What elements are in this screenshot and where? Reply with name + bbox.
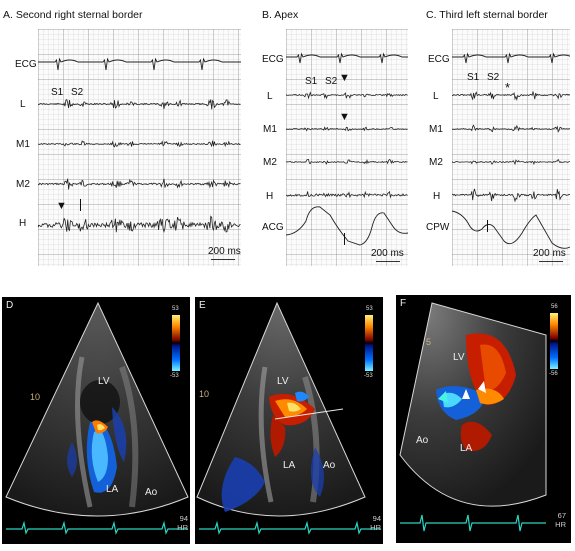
waveform-traces xyxy=(286,52,408,246)
panel-a-grid xyxy=(38,29,241,266)
panel-a-m2-label: M2 xyxy=(16,179,30,190)
panel-b-acg-trace xyxy=(286,206,408,246)
panel-a-title: A. Second right sternal border xyxy=(3,9,143,21)
panel-a-scale-label: 200 ms xyxy=(208,246,241,257)
panel-c-asterisk-marker: * xyxy=(505,80,511,95)
echo-f-lv-label: LV xyxy=(453,352,465,363)
echo-d-la-label: LA xyxy=(106,484,119,495)
panel-b-tick-marker xyxy=(344,233,345,245)
echo-panel-d: D LV LA Ao 10 53 -53 94 HR xyxy=(2,297,190,544)
panel-a-arrowhead-marker: ▼ xyxy=(56,200,67,212)
panel-a-h-label: H xyxy=(19,218,27,229)
echo-e-la-label: LA xyxy=(283,460,296,471)
panel-b-h-trace xyxy=(286,190,408,199)
panel-a-ecg-label: ECG xyxy=(15,59,37,70)
panel-c-tick-marker xyxy=(487,220,488,232)
panel-a-tick-marker xyxy=(80,199,81,211)
panel-b-l-trace xyxy=(286,91,408,100)
panel-a-h-trace xyxy=(38,215,241,233)
panel-c-m1-label: M1 xyxy=(429,124,443,135)
echo-e-scale-top: 53 xyxy=(366,306,373,312)
echo-e-ao-label: Ao xyxy=(323,460,336,471)
panel-a-l-label: L xyxy=(20,99,26,110)
echo-d-image xyxy=(5,301,189,535)
panel-b-acg-label: ACG xyxy=(262,222,284,233)
echo-d-ao-label: Ao xyxy=(145,487,158,498)
panel-c-ecg-trace xyxy=(452,52,570,64)
echo-f-scale-top: 56 xyxy=(551,304,558,310)
panel-c-m2-trace xyxy=(452,158,570,166)
echo-d-scale-top: 53 xyxy=(172,306,179,312)
panel-b-m2-label: M2 xyxy=(263,157,277,168)
panel-b-h-label: H xyxy=(266,191,274,202)
panel-b-arrowhead-l: ▼ xyxy=(339,72,350,84)
panel-b-l-label: L xyxy=(267,91,273,102)
panel-b-s2-label: S2 xyxy=(325,76,338,87)
echo-e-image xyxy=(196,301,381,535)
echo-f-hr-value: 67 xyxy=(557,511,566,520)
echo-d-hr-value: 94 xyxy=(179,514,188,523)
echo-d-scale-bottom: -53 xyxy=(170,373,179,379)
echo-d-lv-label: LV xyxy=(98,376,110,387)
panel-b-m2-trace xyxy=(286,158,408,165)
echo-f-la-label: LA xyxy=(460,443,473,454)
panel-c-cpw-trace xyxy=(452,210,570,249)
echo-f-scale-bottom: -56 xyxy=(549,371,558,377)
echo-panel-f: F LV LA Ao 5 56 -56 67 HR xyxy=(396,295,571,543)
panel-a-m1-trace xyxy=(38,140,241,148)
panel-c-s1-label: S1 xyxy=(467,72,480,83)
echo-f-depth-label: 5 xyxy=(426,337,432,347)
panel-b-grid xyxy=(286,29,408,266)
panel-c-h-trace xyxy=(452,188,570,203)
echo-f-letter: F xyxy=(400,298,407,309)
panel-a-m1-label: M1 xyxy=(16,139,30,150)
panel-c-grid xyxy=(452,29,570,266)
echo-f-hr-label: HR xyxy=(555,520,566,529)
echo-f-ao-label: Ao xyxy=(416,435,429,446)
panel-c-ecg-label: ECG xyxy=(428,54,450,65)
panel-b-ecg-trace xyxy=(286,52,408,64)
echo-e-hr-label: HR xyxy=(370,523,381,532)
echo-d-hr-label: HR xyxy=(177,523,188,532)
panel-b-scale-bar xyxy=(376,261,400,262)
echo-e-letter: E xyxy=(199,300,206,311)
panel-c-l-label: L xyxy=(433,91,439,102)
echo-d-depth-label: 10 xyxy=(30,392,41,402)
panel-c-h-label: H xyxy=(433,191,441,202)
echo-f-image xyxy=(399,302,558,532)
panel-b-m1-label: M1 xyxy=(263,124,277,135)
panel-c-m1-trace xyxy=(452,124,570,133)
panel-b-ecg-label: ECG xyxy=(262,54,284,65)
panel-c-scale-bar xyxy=(539,261,563,262)
panel-c-l-trace xyxy=(452,90,570,102)
panel-c-title: C. Third left sternal border xyxy=(426,9,548,21)
echo-e-lv-label: LV xyxy=(277,376,289,387)
panel-a-m2-trace xyxy=(38,178,241,190)
panel-b-scale-label: 200 ms xyxy=(371,248,404,259)
panel-a-l-trace xyxy=(38,99,241,110)
panel-b-arrowhead-m1: ▼ xyxy=(339,111,350,123)
panel-a-s2-label: S2 xyxy=(71,87,84,98)
echo-e-scale-bottom: -53 xyxy=(364,373,373,379)
panel-c-cpw-label: CPW xyxy=(426,222,450,233)
panel-c-m2-label: M2 xyxy=(429,157,443,168)
panel-a-scale-bar xyxy=(211,259,235,260)
echo-e-hr-value: 94 xyxy=(372,514,381,523)
panel-c-scale-label: 200 ms xyxy=(533,248,566,259)
waveform-traces xyxy=(38,57,241,233)
echo-panel-e: E LV LA Ao 10 53 -53 94 HR xyxy=(195,297,383,544)
echo-e-depth-label: 10 xyxy=(199,389,210,399)
panel-b-m1-trace xyxy=(286,126,408,132)
panel-a-s1-label: S1 xyxy=(51,87,64,98)
panel-a-ecg-trace xyxy=(38,57,241,71)
panel-b-title: B. Apex xyxy=(262,9,299,21)
panel-b-s1-label: S1 xyxy=(305,76,318,87)
waveform-traces xyxy=(452,52,570,249)
panel-c-s2-label: S2 xyxy=(487,72,500,83)
echo-d-letter: D xyxy=(6,300,14,311)
